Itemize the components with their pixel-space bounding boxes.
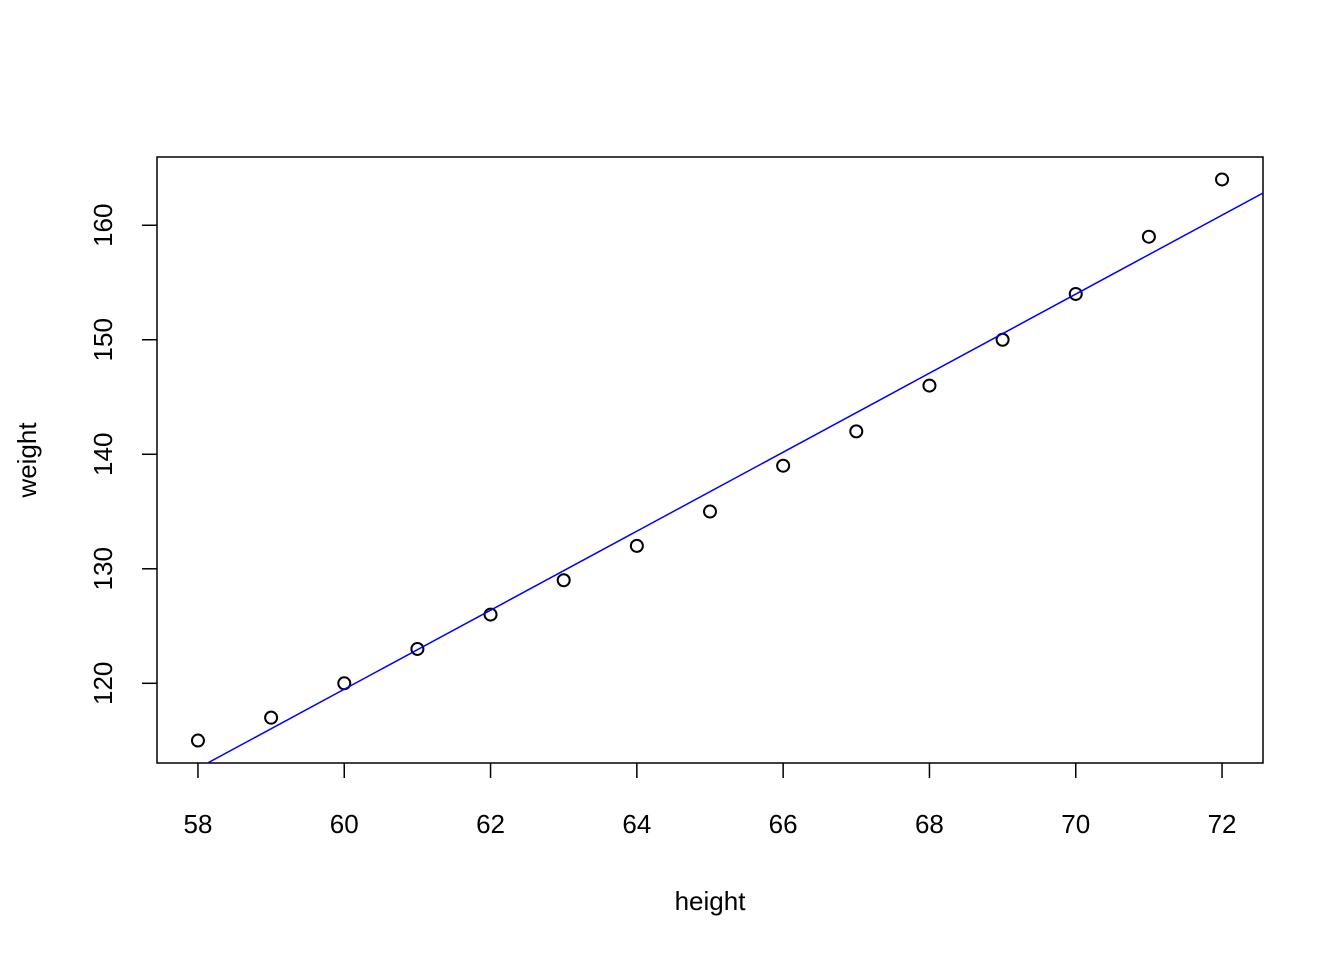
x-tick-label: 72 — [1208, 809, 1237, 839]
point — [849, 424, 864, 439]
x-axis-label: height — [675, 886, 747, 916]
point — [629, 538, 644, 553]
x-tick-label: 68 — [915, 809, 944, 839]
y-axis-label: weight — [12, 422, 42, 499]
point — [190, 733, 205, 748]
point — [1068, 286, 1083, 301]
y-tick-label: 130 — [88, 547, 118, 590]
y-tick-label: 160 — [88, 204, 118, 247]
point — [264, 710, 279, 725]
x-tick-label: 66 — [769, 809, 798, 839]
point — [410, 641, 425, 656]
point — [483, 607, 498, 622]
y-tick-label: 120 — [88, 662, 118, 705]
x-tick-label: 70 — [1061, 809, 1090, 839]
plot-frame — [156, 156, 1264, 764]
point — [1141, 229, 1156, 244]
x-tick-label: 62 — [476, 809, 505, 839]
x-tick-label: 58 — [184, 809, 213, 839]
x-tick-label: 60 — [330, 809, 359, 839]
point — [703, 504, 717, 519]
point — [776, 458, 791, 473]
y-tick-label: 140 — [88, 433, 118, 476]
point — [556, 573, 571, 588]
x-tick-label: 64 — [622, 809, 651, 839]
fit-line — [206, 192, 1263, 763]
y-tick-label: 150 — [88, 318, 118, 361]
point — [922, 378, 937, 393]
point — [1215, 172, 1230, 187]
